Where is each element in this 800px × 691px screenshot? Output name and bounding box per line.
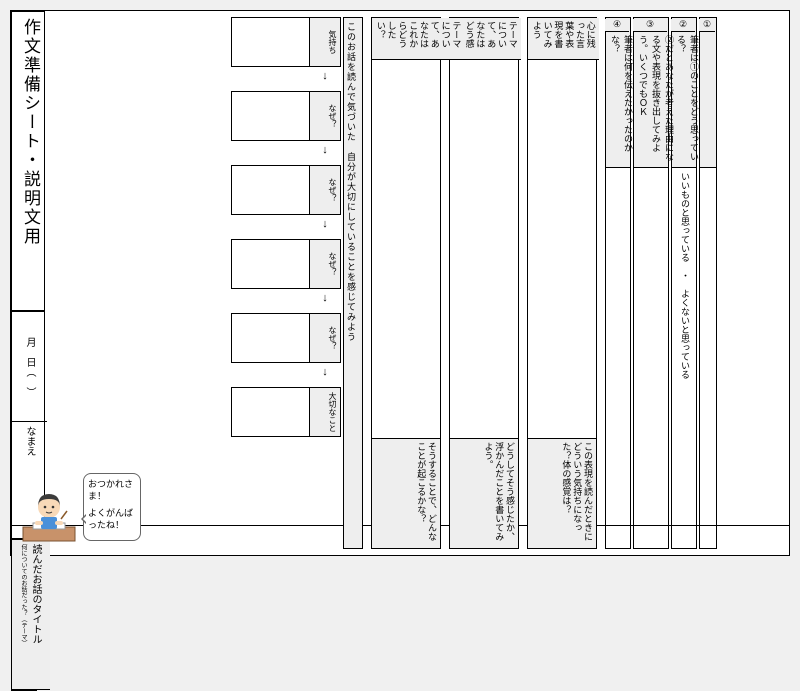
- theme-column-2: テーマについて、あなたはどう感じた？ どうしてそう感じたか、浮かんだことを書いて…: [449, 17, 519, 549]
- ladder-label: なぜ？: [310, 166, 340, 214]
- story-heading-text: 読んだお話のタイトル: [30, 544, 41, 644]
- ladder-row: なぜ？: [231, 91, 341, 141]
- question-4-number: ④: [605, 19, 629, 32]
- ladder-input-box[interactable]: [232, 314, 310, 362]
- ladder-input-box[interactable]: [232, 166, 310, 214]
- down-arrow-icon: ↓: [319, 144, 331, 156]
- question-4-heading: 筆者は何を伝えたかったのかな？: [609, 21, 637, 164]
- question-3-head: ③ ②だとあなたが考えた理由になる文や表現を抜き出してみよう。いくつでもＯＫ: [634, 18, 668, 168]
- ladder-label: なぜ？: [310, 314, 340, 362]
- theme-1-foot: この表現を読んだときにどういう気持ちになった？体の感覚は？: [528, 438, 596, 548]
- theme-3-head: テーマについて、あなたはこれからどうしたい？: [372, 18, 464, 60]
- question-3-body[interactable]: [634, 168, 668, 548]
- ladder-row: なぜ？: [231, 313, 341, 363]
- ladder-input-box[interactable]: [232, 18, 310, 66]
- ladder-row: なぜ？: [231, 165, 341, 215]
- question-4-column: ④ 筆者は何を伝えたかったのかな？: [605, 17, 631, 549]
- theme-2-body[interactable]: [450, 60, 518, 438]
- ladder-input-box[interactable]: [232, 92, 310, 140]
- theme-3-foot: そうすることで、どんなことが起こるかな？: [372, 438, 440, 548]
- down-arrow-icon: ↓: [319, 70, 331, 82]
- sheet-title: 作文準備シート・説明文用: [12, 12, 49, 252]
- instruction-column: このお話を読んで気づいた 自分が大切にしていることを感じてみよう: [343, 17, 363, 549]
- question-2-body[interactable]: いいものと思っている ・ よくないと思っている: [672, 168, 696, 548]
- ladder-input-box[interactable]: [232, 240, 310, 288]
- worksheet-sheet: 作文準備シート・説明文用 月 日（ ） なまえ 読んだお話のタイトル 何について…: [10, 10, 790, 556]
- theme-2-foot: どうしてそう感じたか、浮かんだことを書いてみよう。: [450, 438, 518, 548]
- story-title-column: 読んだお話のタイトル 何についてのお話だった？（テーマ） 筆者: [11, 539, 37, 691]
- bubble-line-2: よくがんばったね！: [88, 508, 136, 531]
- ladder-label: 大切なこと: [310, 388, 340, 436]
- ladder-row: 大切なこと: [231, 387, 341, 437]
- down-arrow-icon: ↓: [319, 292, 331, 304]
- story-subheading-text: 何についてのお話だった？（テーマ）: [19, 544, 28, 685]
- ladder-label: なぜ？: [310, 240, 340, 288]
- ladder-row: なぜ？: [231, 239, 341, 289]
- name-field[interactable]: なまえ: [12, 422, 47, 460]
- bubble-line-1: おつかれさま！: [88, 479, 136, 502]
- story-title-heading: 読んだお話のタイトル 何についてのお話だった？（テーマ）: [12, 540, 50, 690]
- reflection-ladder: 気持ち ↓ なぜ？ ↓ なぜ？ ↓ なぜ？ ↓ なぜ？ ↓ 大切なこと: [231, 17, 341, 487]
- down-arrow-icon: ↓: [319, 218, 331, 230]
- question-4-body[interactable]: [606, 168, 630, 548]
- down-arrow-icon: ↓: [319, 366, 331, 378]
- ladder-label: 気持ち: [310, 18, 340, 66]
- theme-1-body[interactable]: [528, 60, 596, 438]
- question-2-heading: 筆者は①のことをどう思っている？: [675, 21, 703, 164]
- ladder-label: なぜ？: [310, 92, 340, 140]
- question-3-heading: ②だとあなたが考えた理由になる文や表現を抜き出してみよう。いくつでもＯＫ: [637, 21, 678, 164]
- question-3-number: ③: [633, 19, 667, 32]
- theme-column-1: 心に残った言葉や表現を書いてみよう この表現を読んだときにどういう気持ちになった…: [527, 17, 597, 549]
- ladder-input-box[interactable]: [232, 388, 310, 436]
- theme-column-3: テーマについて、あなたはこれからどうしたい？ そうすることで、どんなことが起こる…: [371, 17, 441, 549]
- theme-1-head: 心に残った言葉や表現を書いてみよう: [528, 18, 599, 60]
- ladder-row: 気持ち: [231, 17, 341, 67]
- student-illustration: [19, 487, 79, 547]
- sheet-title-box: 作文準備シート・説明文用: [11, 11, 45, 311]
- theme-3-body[interactable]: [372, 60, 440, 438]
- encouragement-bubble: おつかれさま！ よくがんばったね！: [83, 473, 141, 541]
- question-4-head: ④ 筆者は何を伝えたかったのかな？: [606, 18, 630, 168]
- date-field[interactable]: 月 日（ ）: [12, 312, 47, 422]
- question-3-column: ③ ②だとあなたが考えた理由になる文や表現を抜き出してみよう。いくつでもＯＫ: [633, 17, 669, 549]
